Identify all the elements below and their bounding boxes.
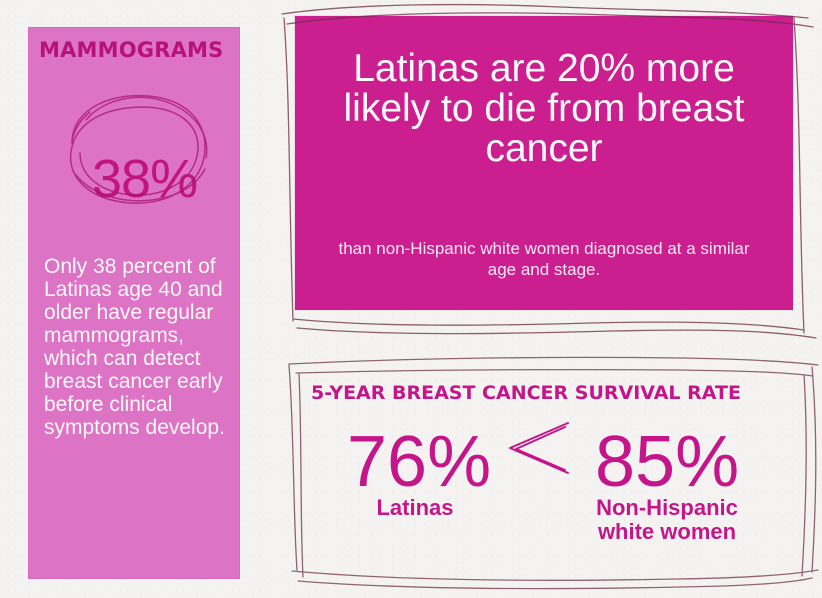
mammograms-description: Only 38 percent of Latinas age 40 and ol… — [44, 255, 225, 439]
mammograms-title: MAMMOGRAMS — [39, 38, 224, 62]
mammograms-percent: 38% — [92, 149, 198, 209]
white-women-survival-label: Non-Hispanic white women — [596, 495, 738, 544]
survival-title: 5-YEAR BREAST CANCER SURVIVAL RATE — [311, 382, 741, 404]
white-women-survival-value: 85% — [595, 422, 740, 502]
latinas-survival-value: 76% — [347, 422, 492, 502]
mortality-statement-box: Latinas are 20% more likely to die from … — [295, 16, 793, 310]
mortality-headline: Latinas are 20% more likely to die from … — [343, 47, 745, 170]
latinas-survival-label: Latinas — [376, 495, 454, 520]
mammograms-panel: MAMMOGRAMS 38% Only 38 percent of Latina… — [28, 27, 240, 579]
mortality-subtext: than non-Hispanic white women diagnosed … — [338, 239, 750, 279]
survival-rate-box: 5-YEAR BREAST CANCER SURVIVAL RATE 76% 8… — [297, 368, 806, 564]
